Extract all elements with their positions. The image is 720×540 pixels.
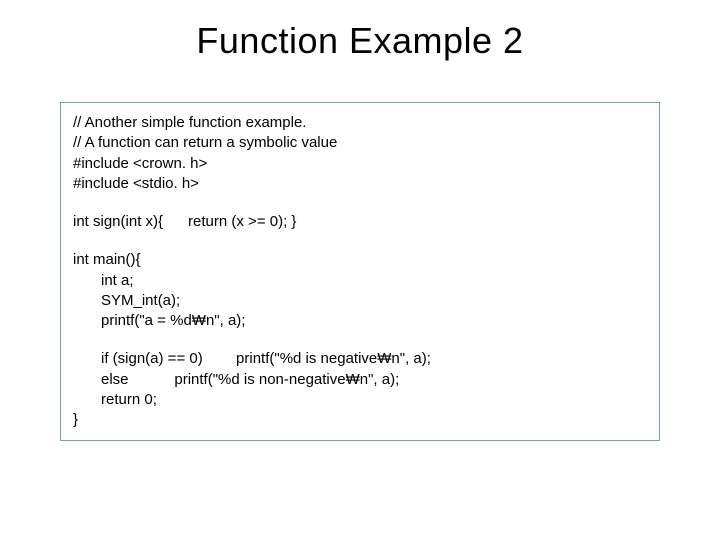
code-line: // A function can return a symbolic valu…	[73, 133, 647, 153]
blank-line	[73, 331, 647, 349]
blank-line	[73, 194, 647, 212]
code-line: if (sign(a) == 0) printf("%d is negative…	[73, 349, 647, 369]
code-line: int sign(int x){ return (x >= 0); }	[73, 212, 647, 232]
code-line: return 0;	[73, 390, 647, 410]
slide-title: Function Example 2	[60, 20, 660, 62]
code-line: #include <crown. h>	[73, 154, 647, 174]
code-line: int a;	[73, 271, 647, 291]
code-line: // Another simple function example.	[73, 113, 647, 133]
code-line: #include <stdio. h>	[73, 174, 647, 194]
code-line: }	[73, 410, 647, 430]
blank-line	[73, 232, 647, 250]
slide-container: Function Example 2 // Another simple fun…	[0, 0, 720, 540]
code-line: int main(){	[73, 250, 647, 270]
code-box: // Another simple function example. // A…	[60, 102, 660, 441]
code-line: else printf("%d is non-negative₩n", a);	[73, 370, 647, 390]
code-line: printf("a = %d₩n", a);	[73, 311, 647, 331]
code-line: SYM_int(a);	[73, 291, 647, 311]
